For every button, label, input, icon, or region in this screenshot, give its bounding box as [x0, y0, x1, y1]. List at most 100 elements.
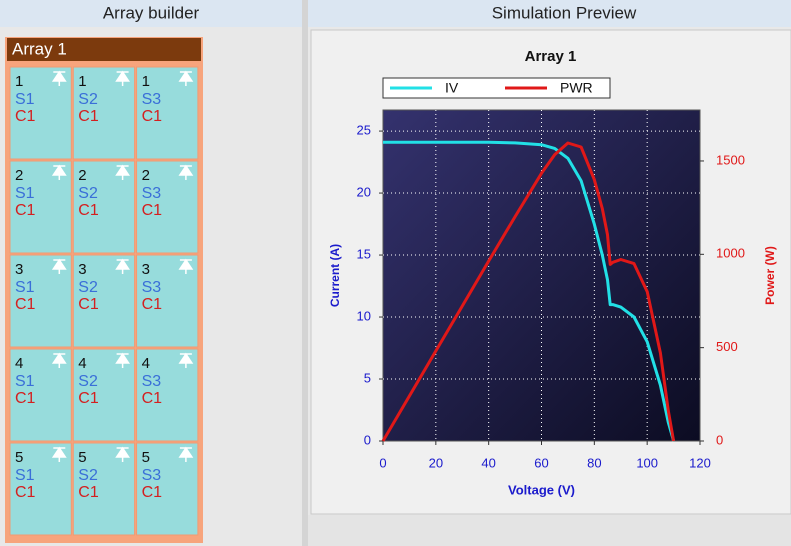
- legend-label: PWR: [560, 80, 593, 96]
- y2-axis-label: Power (W): [763, 246, 777, 305]
- plot-area: [382, 109, 701, 442]
- y-tick-label: 15: [357, 246, 371, 261]
- array-cell[interactable]: [136, 160, 199, 254]
- array-cell[interactable]: [72, 254, 136, 348]
- array-cell[interactable]: [72, 160, 136, 254]
- cell-column: C1: [15, 390, 36, 407]
- cell-column: C1: [15, 108, 36, 125]
- chart-title: Array 1: [525, 48, 577, 65]
- diode-icon: [178, 352, 194, 368]
- cell-string: S1: [15, 91, 35, 108]
- cell-row: 4: [142, 355, 150, 372]
- cell-column: C1: [78, 390, 99, 407]
- cell-row: 2: [15, 167, 23, 184]
- cell-string: S2: [78, 185, 98, 202]
- x-tick-label: 100: [636, 455, 658, 470]
- cell-string: S2: [78, 373, 98, 390]
- right-header: [308, 0, 791, 27]
- diode-icon: [178, 164, 194, 180]
- cell-row: 5: [78, 449, 86, 466]
- diode-icon: [178, 258, 194, 274]
- cell-string: S1: [15, 467, 35, 484]
- left-title: Array builder: [103, 3, 200, 22]
- x-tick-label: 80: [587, 455, 601, 470]
- cell-string: S3: [142, 185, 162, 202]
- series-line: [381, 141, 676, 442]
- y-tick-label: 0: [364, 432, 371, 447]
- cell-string: S3: [142, 467, 162, 484]
- cell-string: S1: [15, 373, 35, 390]
- cell-string: S3: [142, 279, 162, 296]
- x-tick-label: 60: [534, 455, 548, 470]
- cell-string: S1: [15, 279, 35, 296]
- cell-row: 4: [78, 355, 86, 372]
- cell-column: C1: [142, 390, 163, 407]
- cell-row: 1: [78, 73, 86, 90]
- cell-row: 3: [78, 261, 86, 278]
- diode-icon: [115, 70, 131, 86]
- diode-icon: [51, 352, 67, 368]
- legend-box: [382, 77, 611, 99]
- array-cell[interactable]: [9, 254, 72, 348]
- cell-string: S3: [142, 373, 162, 390]
- y2-tick-label: 0: [716, 432, 723, 447]
- cell-row: 3: [142, 261, 150, 278]
- cell-column: C1: [15, 484, 36, 501]
- array-cell[interactable]: [136, 348, 199, 442]
- cell-row: 1: [15, 73, 23, 90]
- cell-column: C1: [142, 108, 163, 125]
- cell-column: C1: [15, 296, 36, 313]
- legend-label: IV: [445, 80, 459, 96]
- cell-column: C1: [78, 202, 99, 219]
- cell-row: 2: [78, 167, 86, 184]
- array-cell[interactable]: [136, 442, 199, 536]
- diode-icon: [178, 70, 194, 86]
- x-tick-label: 20: [429, 455, 443, 470]
- array-cell[interactable]: [72, 442, 136, 536]
- cell-string: S3: [142, 91, 162, 108]
- cell-column: C1: [142, 296, 163, 313]
- cell-string: S2: [78, 91, 98, 108]
- y2-tick-label: 1500: [716, 152, 745, 167]
- cell-column: C1: [78, 484, 99, 501]
- array-cell[interactable]: [136, 254, 199, 348]
- diode-icon: [51, 70, 67, 86]
- array-cell[interactable]: [9, 442, 72, 536]
- array-cell[interactable]: [9, 348, 72, 442]
- cell-string: S2: [78, 279, 98, 296]
- diode-icon: [178, 446, 194, 462]
- y-tick-label: 25: [357, 123, 371, 138]
- array-cell[interactable]: [9, 66, 72, 160]
- splitter[interactable]: [302, 0, 308, 546]
- cell-string: S2: [78, 467, 98, 484]
- cell-column: C1: [78, 108, 99, 125]
- x-tick-label: 120: [689, 455, 711, 470]
- left-header: [0, 0, 302, 27]
- array-cell[interactable]: [9, 160, 72, 254]
- y2-tick-label: 1000: [716, 246, 745, 261]
- diode-icon: [115, 164, 131, 180]
- y-tick-label: 10: [357, 308, 371, 323]
- cell-row: 5: [142, 449, 150, 466]
- cell-column: C1: [78, 296, 99, 313]
- cell-column: C1: [142, 484, 163, 501]
- y2-tick-label: 500: [716, 339, 738, 354]
- x-tick-label: 40: [481, 455, 495, 470]
- diode-icon: [51, 164, 67, 180]
- array-cell[interactable]: [136, 66, 199, 160]
- series-line: [383, 140, 676, 442]
- cell-string: S1: [15, 185, 35, 202]
- y-tick-label: 20: [357, 184, 371, 199]
- array-cell[interactable]: [72, 66, 136, 160]
- diode-icon: [115, 446, 131, 462]
- cell-row: 1: [142, 73, 150, 90]
- cell-row: 2: [142, 167, 150, 184]
- array-title: Array 1: [12, 39, 67, 58]
- diode-icon: [115, 258, 131, 274]
- array-cell[interactable]: [72, 348, 136, 442]
- cell-column: C1: [15, 202, 36, 219]
- y-axis-label: Current (A): [328, 244, 342, 307]
- y-tick-label: 5: [364, 370, 371, 385]
- cell-row: 5: [15, 449, 23, 466]
